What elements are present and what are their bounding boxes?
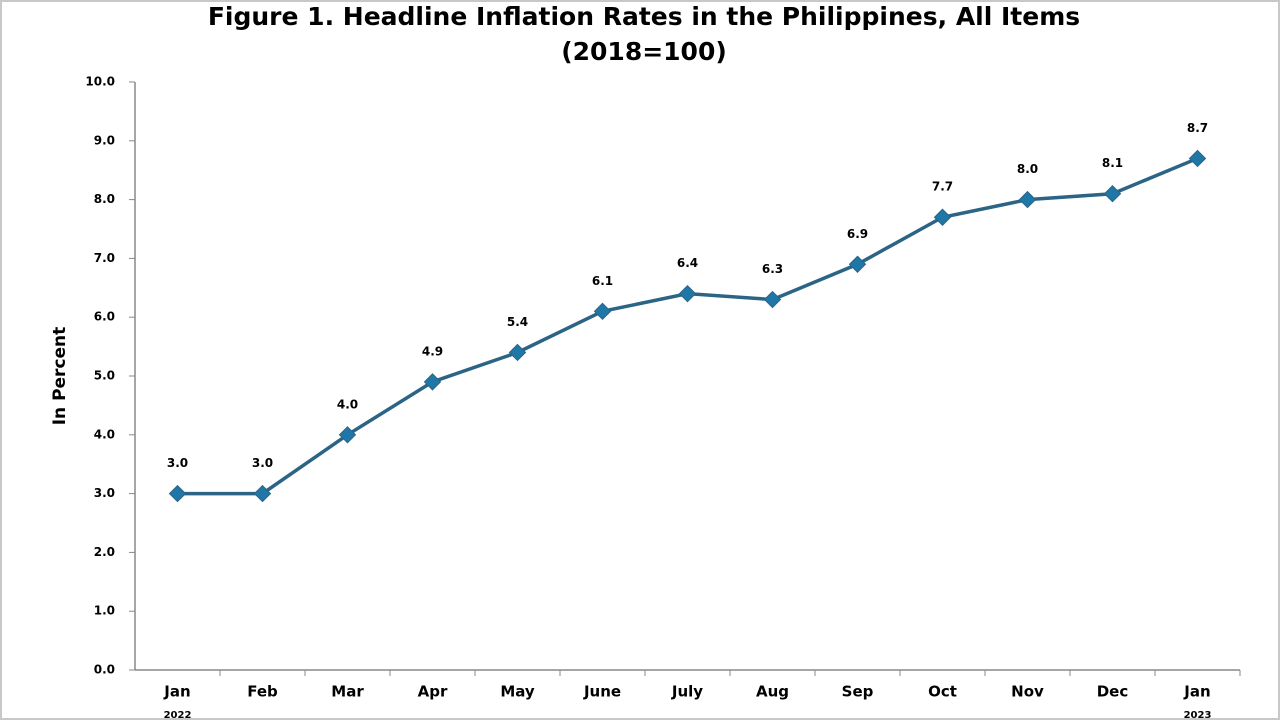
x-tick-label: July	[671, 683, 703, 701]
x-tick-label: Feb	[247, 683, 278, 701]
x-tick-label: Sep	[842, 683, 874, 701]
data-line	[177, 156, 1199, 496]
y-tick-label: 1.0	[94, 604, 115, 618]
value-label: 6.3	[762, 262, 783, 276]
x-tick-label: Nov	[1011, 683, 1044, 701]
x-tick-label: May	[500, 683, 535, 701]
marker	[253, 484, 272, 503]
value-label: 5.4	[507, 315, 528, 329]
marker	[848, 255, 867, 273]
value-label: 7.7	[932, 180, 953, 194]
y-tick-label: 2.0	[94, 545, 115, 559]
value-label: 8.1	[1102, 156, 1123, 170]
x-tick-label: Jan	[163, 683, 190, 701]
x-year-label: 2022	[164, 710, 192, 720]
y-axis-label: In Percent	[50, 327, 70, 426]
marker	[1103, 185, 1122, 203]
value-label: 6.1	[592, 274, 613, 288]
value-label: 8.7	[1187, 121, 1208, 135]
x-tick-label: Oct	[928, 683, 957, 701]
y-tick-label: 7.0	[94, 251, 115, 265]
marker	[423, 373, 442, 391]
value-label: 6.9	[847, 227, 868, 241]
x-tick-label: Jan	[1183, 683, 1210, 701]
y-tick-label: 9.0	[94, 133, 115, 147]
marker	[1018, 190, 1037, 209]
marker	[933, 208, 952, 226]
y-tick-label: 0.0	[94, 663, 115, 677]
value-label: 3.0	[167, 456, 188, 470]
marker	[508, 343, 527, 362]
y-tick-label: 6.0	[94, 310, 115, 324]
x-tick-label: Apr	[418, 683, 448, 701]
chart-subtitle: (2018=100)	[561, 37, 727, 66]
value-label: 6.4	[677, 256, 698, 270]
y-tick-label: 8.0	[94, 192, 115, 206]
x-tick-label: Mar	[331, 683, 364, 701]
value-label: 8.0	[1017, 162, 1038, 176]
x-year-label: 2023	[1184, 710, 1212, 720]
value-label: 4.9	[422, 344, 443, 358]
y-tick-label: 4.0	[94, 427, 115, 441]
marker	[168, 484, 187, 503]
chart-title: Figure 1. Headline Inflation Rates in th…	[208, 2, 1080, 31]
marker	[593, 302, 612, 321]
x-tick-label: June	[583, 683, 621, 701]
y-tick-label: 3.0	[94, 486, 115, 500]
marker	[678, 284, 697, 303]
y-tick-label: 5.0	[94, 369, 115, 383]
y-tick-label: 10.0	[85, 75, 115, 89]
marker	[338, 426, 357, 444]
marker	[763, 290, 782, 309]
value-label: 3.0	[252, 456, 273, 470]
value-label: 4.0	[337, 397, 358, 411]
x-tick-label: Dec	[1097, 683, 1129, 701]
x-tick-label: Aug	[756, 683, 789, 701]
marker	[1188, 149, 1207, 168]
